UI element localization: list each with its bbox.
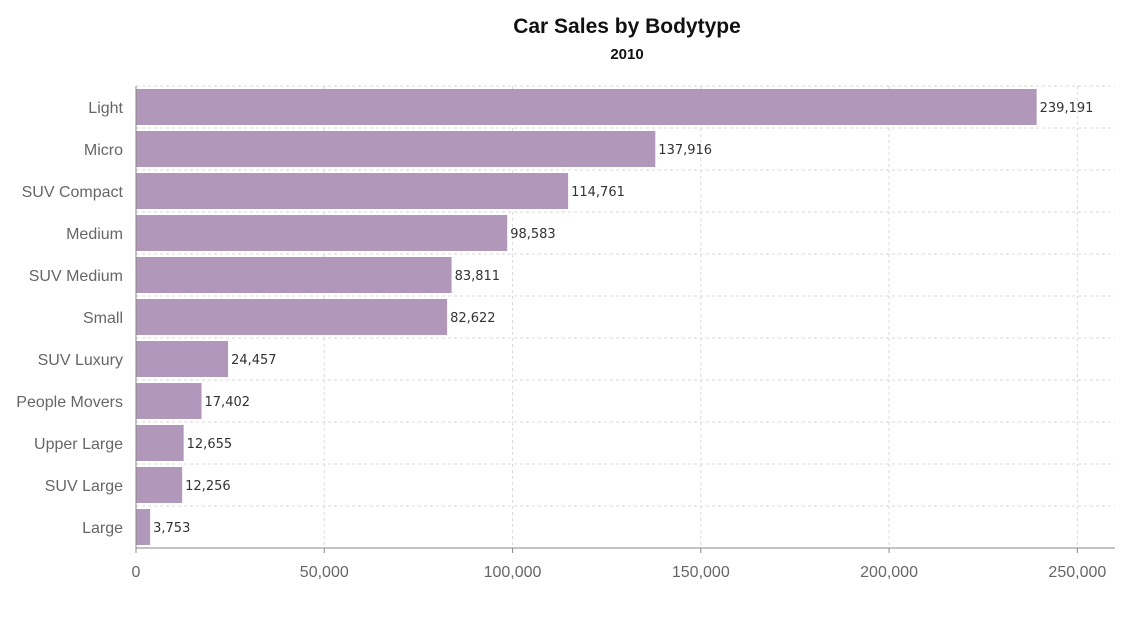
category-label: Upper Large — [34, 436, 123, 453]
data-label: 98,583 — [510, 227, 555, 242]
data-label: 12,655 — [187, 437, 233, 452]
category-label: Light — [88, 100, 123, 117]
category-label: Micro — [84, 142, 123, 159]
data-label: 12,256 — [185, 479, 231, 494]
x-tick-label: 0 — [132, 564, 141, 581]
bar — [136, 89, 1037, 125]
axes: Light Micro SUV Compact Medium SUV Medium Sma… — [16, 86, 1115, 581]
data-label: 82,622 — [450, 311, 496, 326]
category-label: SUV Medium — [29, 268, 123, 285]
bar — [136, 299, 448, 335]
data-label: 24,457 — [231, 353, 277, 368]
category-label: People Movers — [16, 394, 123, 411]
data-label: 83,811 — [455, 269, 501, 284]
bar — [136, 215, 508, 251]
x-tick-label: 100,000 — [484, 564, 542, 581]
bar — [136, 257, 452, 293]
data-label: 3,753 — [153, 521, 190, 536]
category-label: SUV Compact — [22, 184, 124, 201]
bar — [136, 467, 183, 503]
category-label: Large — [82, 520, 123, 537]
data-label: 239,191 — [1040, 101, 1094, 116]
category-label: Medium — [66, 226, 123, 243]
category-label: SUV Large — [45, 478, 123, 495]
category-label: SUV Luxury — [38, 352, 123, 369]
x-tick-label: 50,000 — [300, 564, 349, 581]
data-label: 137,916 — [658, 143, 712, 158]
bar — [136, 425, 184, 461]
chart-subtitle: 2010 — [610, 46, 643, 63]
bar — [136, 173, 569, 209]
data-label: 17,402 — [205, 395, 251, 410]
bar — [136, 131, 656, 167]
chart-title: Car Sales by Bodytype — [513, 15, 741, 38]
grid — [136, 85, 1115, 549]
bars: 239,191 137,916 114,761 98,583 83,811 82,622 2… — [136, 89, 1093, 545]
bar — [136, 509, 151, 545]
category-label: Small — [83, 310, 123, 327]
x-tick-label: 250,000 — [1048, 564, 1106, 581]
bar — [136, 341, 229, 377]
x-tick-label: 200,000 — [860, 564, 918, 581]
bar — [136, 383, 202, 419]
x-tick-label: 150,000 — [672, 564, 730, 581]
data-label: 114,761 — [571, 185, 625, 200]
